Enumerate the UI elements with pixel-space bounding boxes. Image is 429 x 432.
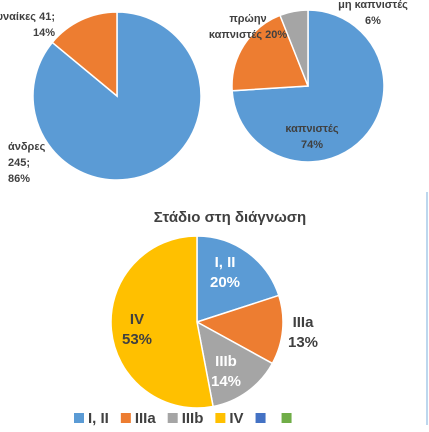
data-label: μη καπνιστές 6% [338,0,408,27]
legend-swatch [74,413,84,423]
data-label-line: πρώην [229,13,266,25]
legend-label: IIIa [135,410,157,427]
data-label: άνδρες 245; 86% [8,141,46,185]
data-label-line: γυναίκες 41; [0,11,55,23]
pie-slice [196,235,280,324]
data-label-line: καπνιστές 20% [209,29,288,41]
data-label: γυναίκες 41; 14% [0,11,55,39]
legend-swatch [167,413,178,423]
data-label: IIIb 14% [211,353,241,390]
data-label-line: IV [130,311,144,328]
data-label-line: 6% [365,15,381,27]
legend-swatch [281,413,292,423]
data-label: καπνιστές 74% [285,123,339,151]
data-label-line: μη καπνιστές [338,0,408,11]
pie-slice [110,235,214,409]
data-label-line: άνδρες [8,141,46,153]
pie-slice [231,14,310,92]
data-label-line: 20% [210,274,240,291]
data-label-line: 13% [288,334,318,351]
legend-label: I, II [88,410,109,427]
legend-swatch [120,413,131,423]
data-label: IV 53% [122,311,152,348]
data-label-line: 86% [8,173,30,185]
pie-slice [279,9,309,87]
stage-chart-title: Στάδιο στη διάγνωση [154,209,306,226]
data-label-line: IIIb [215,353,237,370]
pie-chart-2: καπνιστές 74% πρώην καπνιστές 20% μη καπνιστ… [209,0,408,163]
data-label-line: IIIa [293,314,315,331]
legend: I, II IIIa IIIb IV [74,410,292,427]
data-label: IIIa 13% [288,314,318,351]
pie-chart-3: I, II 20% IIIa 13% IIIb 14% IV 53% [110,235,318,409]
legend-swatch [255,413,266,423]
data-label-line: 14% [211,373,241,390]
data-label-line: 74% [301,139,323,151]
pie-slice [195,294,284,365]
data-label-line: 245; [8,157,30,169]
pie-slice [195,320,274,408]
pie-chart-1: άνδρες 245; 86% γυναίκες 41; 14% [0,11,202,185]
data-label: I, II 20% [210,254,240,291]
data-label: πρώην καπνιστές 20% [209,13,288,41]
data-label-line: 53% [122,331,152,348]
legend-label: IV [229,410,243,427]
data-label-line: I, II [215,254,236,271]
legend-label: IIIb [182,410,204,427]
data-label-line: 14% [33,27,55,39]
legend-swatch [215,413,226,423]
pie-slice [51,11,118,98]
data-label-line: καπνιστές [285,123,339,135]
